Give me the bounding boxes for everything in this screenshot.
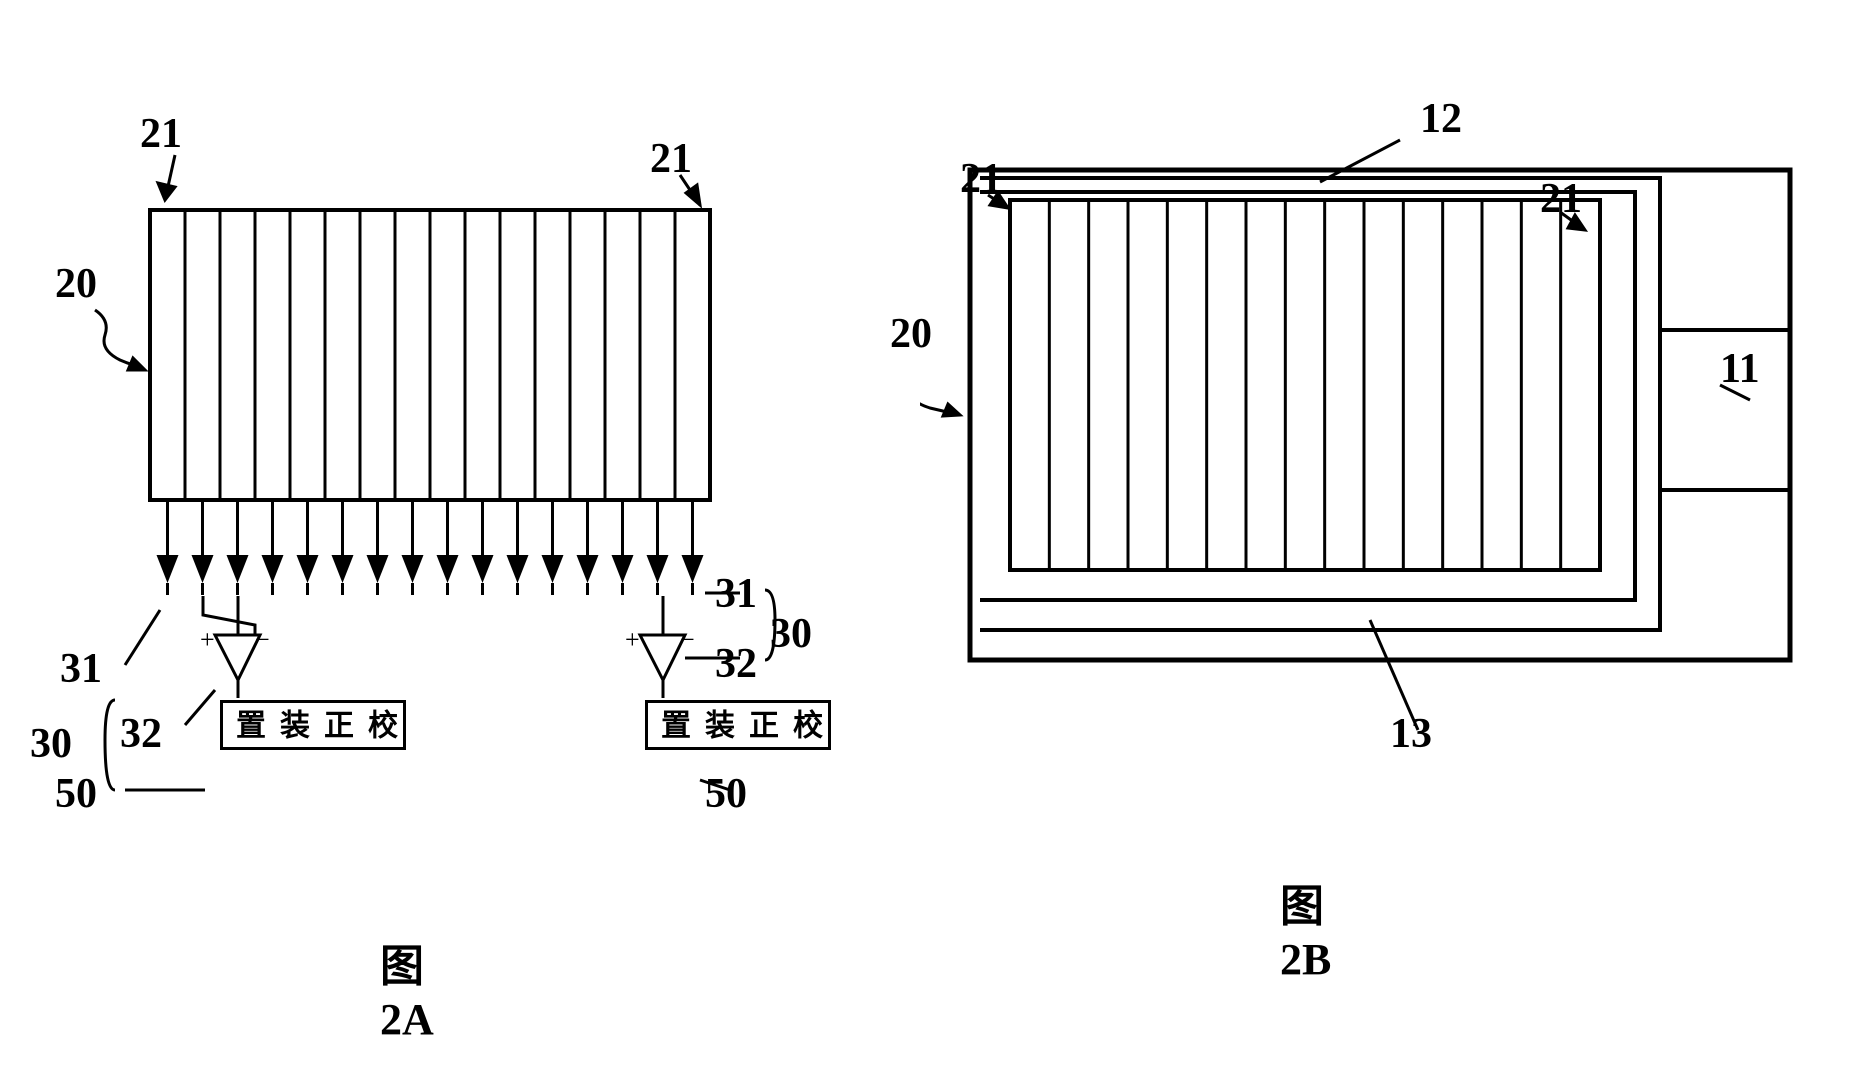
grid-2a [150,210,710,500]
label-30-left-a: 30 [30,720,72,768]
label-20-a: 20 [55,260,97,308]
label-21-right-b: 21 [1540,175,1582,223]
label-50-right-a: 50 [705,770,747,818]
label-32-right-a: 32 [715,640,757,688]
label-20-b: 20 [890,310,932,358]
svg-text:+: + [200,625,215,654]
leaders-2b [920,140,1750,730]
label-31-right-a: 31 [715,570,757,618]
svg-text:−: − [680,625,695,654]
svg-text:−: − [255,625,270,654]
figure-2a-svg: + − + − [0,0,900,950]
label-32-left-a: 32 [120,710,162,758]
label-13-b: 13 [1390,710,1432,758]
figure-2b-svg [920,0,1820,850]
u-channel [980,178,1660,630]
leaders-2a [95,155,775,790]
correction-box-left: 校正装置 [220,700,406,750]
caption-2a: 图 2A [380,930,434,1045]
left-differential: + − [200,596,270,698]
right-differential: + − [625,596,695,698]
label-30-right-a: 30 [770,610,812,658]
label-11-b: 11 [1720,345,1760,393]
grid-2b [1010,200,1600,570]
svg-text:+: + [625,625,640,654]
label-12-b: 12 [1420,95,1462,143]
label-21-right-a: 21 [650,135,692,183]
label-21-left-b: 21 [960,155,1002,203]
correction-box-right: 校正装置 [645,700,831,750]
label-21-left-a: 21 [140,110,182,158]
label-50-left-a: 50 [55,770,97,818]
label-31-left-a: 31 [60,645,102,693]
outer-box-2b [970,170,1790,660]
caption-2b: 图 2B [1280,870,1331,985]
arrows-2a [157,500,704,595]
